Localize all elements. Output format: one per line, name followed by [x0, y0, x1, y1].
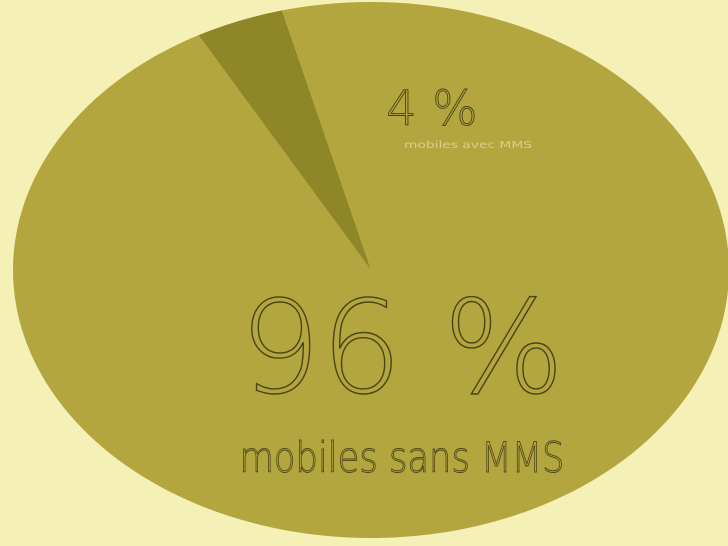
slice-label-percent-sans-mms: 96 %	[239, 274, 564, 423]
slice-label-text-sans-mms: mobiles sans MMS	[240, 433, 565, 482]
slice-label-text-avec-mms: mobiles avec MMS	[404, 140, 532, 151]
pie-slice-avec-mms	[198, 10, 371, 271]
slice-label-percent-avec-mms: 4 %	[386, 81, 477, 137]
pie-slice-sans-mms	[13, 2, 728, 538]
